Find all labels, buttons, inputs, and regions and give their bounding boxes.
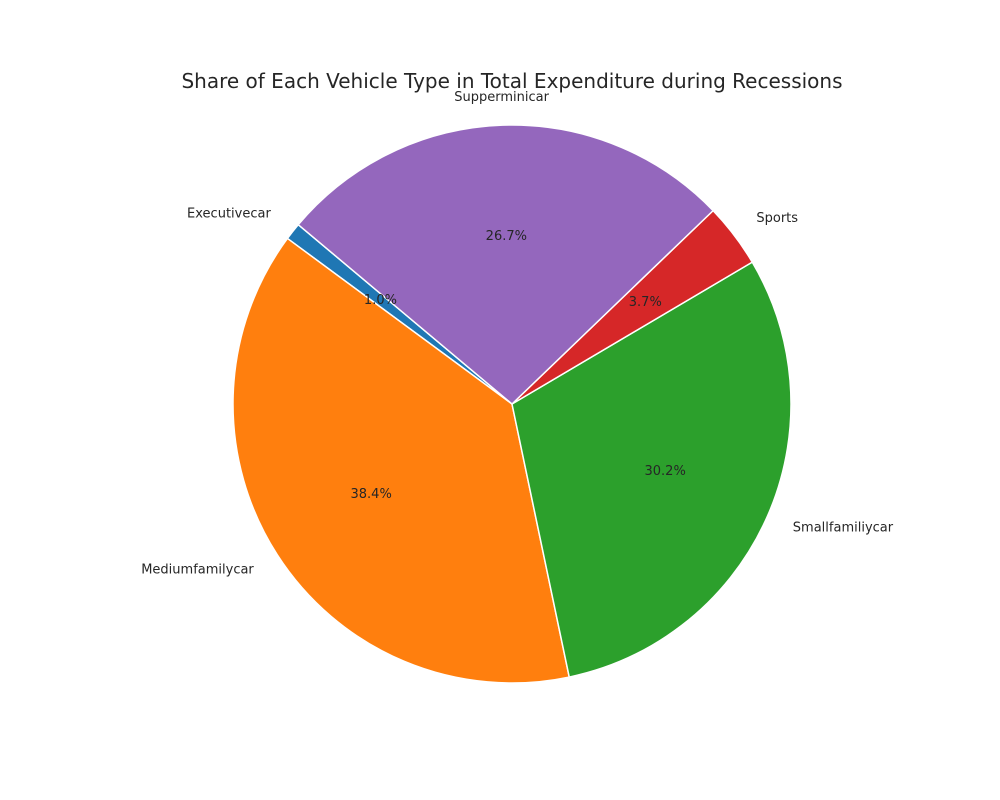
percent-label-supperminicar: 26.7% <box>486 229 527 244</box>
percent-label-mediumfamilycar: 38.4% <box>351 487 392 502</box>
percent-label-executivecar: 1.0% <box>364 293 397 308</box>
slice-label-mediumfamilycar: Mediumfamilycar <box>141 562 254 577</box>
pie-slice-supperminicar <box>297 124 714 405</box>
slice-label-smallfamiliycar: Smallfamiliycar <box>793 520 894 535</box>
slice-label-supperminicar: Supperminicar <box>454 90 549 105</box>
chart-title: Share of Each Vehicle Type in Total Expe… <box>181 69 842 93</box>
pie-slices <box>232 124 792 684</box>
slice-label-sports: Sports <box>756 211 798 226</box>
pie-slice-mediumfamilycar <box>232 237 570 684</box>
pie-slice-smallfamiliycar <box>511 261 792 678</box>
slice-label-executivecar: Executivecar <box>187 207 271 222</box>
pie-percent-labels: 1.0% 38.4% 30.2% 3.7% 26.7% <box>351 229 686 502</box>
percent-label-smallfamiliycar: 30.2% <box>645 464 686 479</box>
pie-labels: Executivecar Mediumfamilycar Smallfamiliyc… <box>141 90 894 578</box>
percent-label-sports: 3.7% <box>629 295 662 310</box>
